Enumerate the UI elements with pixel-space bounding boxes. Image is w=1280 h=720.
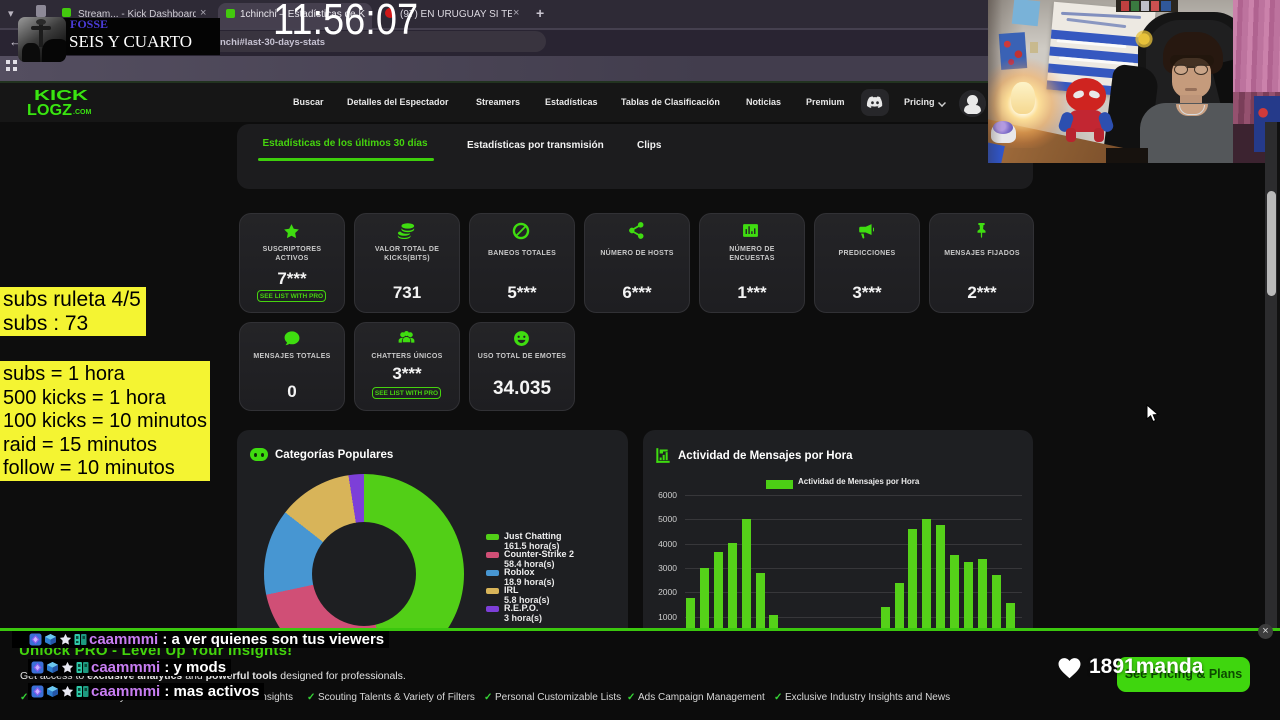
svg-text:KICK: KICK: [34, 87, 88, 104]
svg-text:LOGZ: LOGZ: [27, 102, 72, 119]
svg-text:.COM: .COM: [73, 109, 91, 116]
